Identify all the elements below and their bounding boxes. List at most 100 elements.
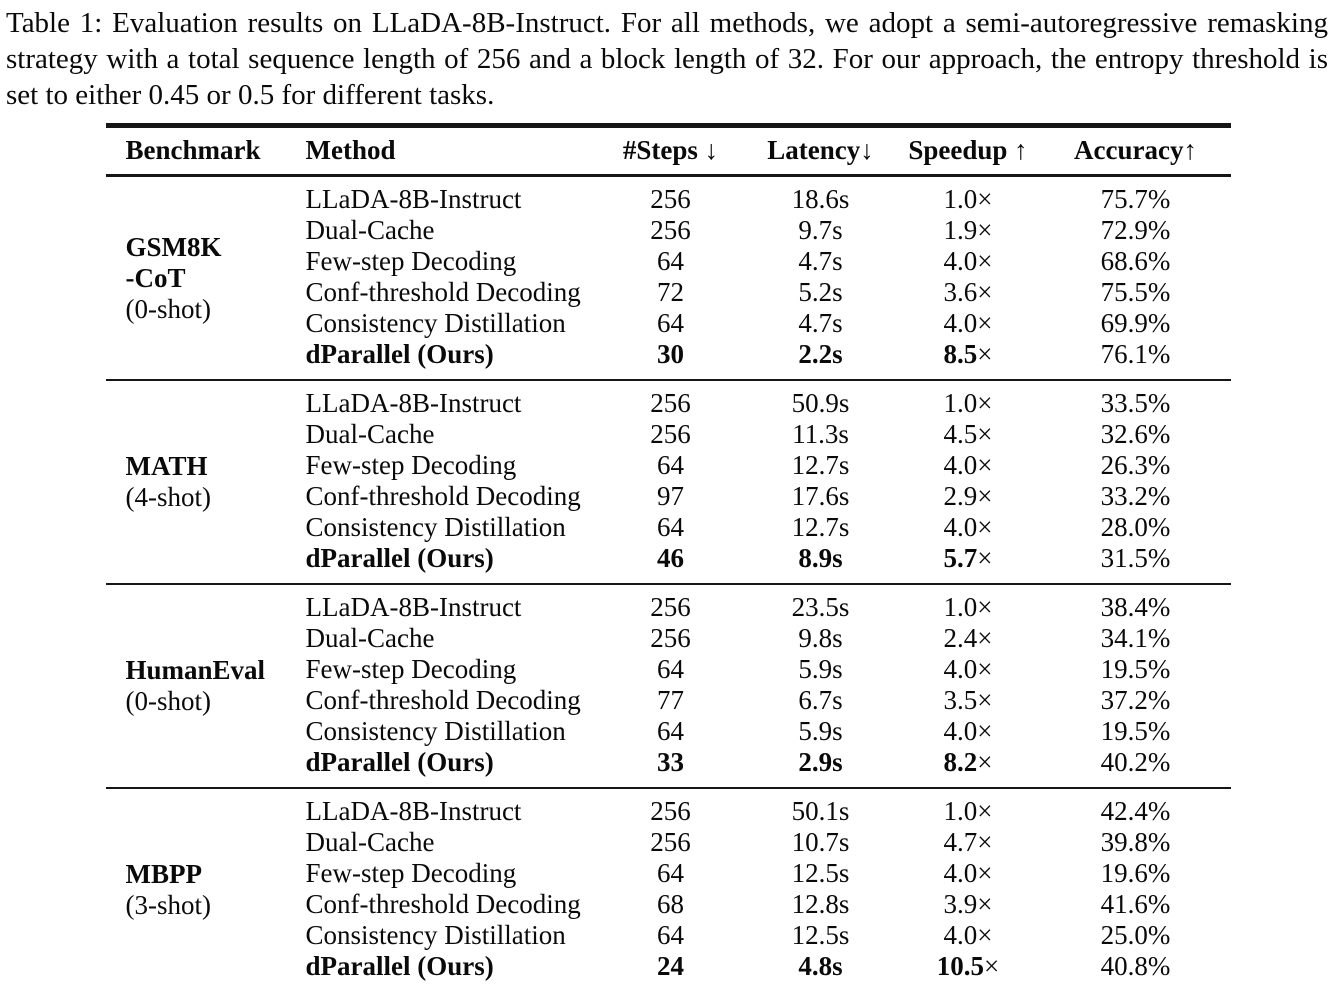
- speedup-cell: 3.6×: [896, 277, 1041, 308]
- times-sign: ×: [977, 184, 993, 214]
- speedup-cell: 4.0×: [896, 716, 1041, 747]
- table-row: Dual-Cache 256 9.7s 1.9× 72.9%: [106, 215, 1231, 246]
- latency-cell: 12.7s: [791, 450, 850, 480]
- header-row: Benchmark Method #Steps ↓ Latency↓ Speed…: [106, 126, 1231, 176]
- latency-cell: 4.8s: [798, 951, 843, 981]
- speedup-cell: 1.0×: [896, 380, 1041, 419]
- accuracy-cell: 26.3%: [1100, 450, 1171, 480]
- steps-cell: 64: [657, 308, 684, 338]
- up-arrow-icon: ↑: [1014, 135, 1028, 165]
- steps-cell: 64: [657, 716, 684, 746]
- method-cell: Few-step Decoding: [305, 246, 517, 276]
- latency-cell: 17.6s: [791, 481, 850, 511]
- speedup-cell: 10.5×: [896, 951, 1041, 984]
- benchmark-cell: GSM8K -CoT (0-shot): [106, 176, 286, 381]
- times-sign: ×: [984, 951, 1000, 981]
- benchmark-section-1: MATH (4-shot) LLaDA-8B-Instruct 256 50.9s 1.0…: [105, 380, 1231, 584]
- speedup-value: 3.6: [943, 277, 978, 307]
- table-row: Consistency Distillation 64 5.9s 4.0× 19.5%: [106, 716, 1231, 747]
- steps-cell: 64: [657, 450, 684, 480]
- method-cell: Conf-threshold Decoding: [305, 481, 581, 511]
- speedup-value: 1.0: [943, 388, 978, 418]
- speedup-value: 4.0: [943, 716, 978, 746]
- steps-cell: 24: [657, 951, 684, 981]
- times-sign: ×: [977, 889, 993, 919]
- latency-cell: 50.9s: [791, 388, 850, 418]
- speedup-cell: 4.0×: [896, 858, 1041, 889]
- col-header-steps: #Steps ↓: [596, 126, 746, 176]
- accuracy-cell: 33.2%: [1100, 481, 1171, 511]
- latency-cell: 10.7s: [791, 827, 850, 857]
- table-row: MBPP (3-shot) LLaDA-8B-Instruct 256 50.1s 1.0…: [106, 788, 1231, 920]
- speedup-cell: 4.5×: [896, 419, 1041, 450]
- table-row: GSM8K -CoT (0-shot) LLaDA-8B-Instruct 256 18.…: [106, 176, 1231, 324]
- benchmark-shot: (0-shot): [125, 293, 211, 324]
- speedup-cell: 1.0×: [896, 788, 1041, 827]
- speedup-value: 1.0: [943, 796, 978, 826]
- times-sign: ×: [977, 339, 993, 369]
- speedup-cell: 4.0×: [896, 512, 1041, 543]
- accuracy-cell: 75.7%: [1100, 184, 1171, 214]
- steps-cell: 30: [657, 339, 684, 369]
- steps-cell: 256: [650, 419, 691, 449]
- steps-cell: 77: [657, 685, 684, 715]
- benchmark-section-3: MBPP (3-shot) LLaDA-8B-Instruct 256 50.1s 1.0…: [106, 788, 1231, 984]
- speedup-value: 2.4: [943, 623, 978, 653]
- speedup-value: 4.5: [943, 419, 978, 449]
- latency-cell: 9.7s: [798, 215, 843, 245]
- latency-cell: 5.9s: [798, 716, 843, 746]
- accuracy-cell: 76.1%: [1100, 339, 1171, 369]
- col-header-latency-label: Latency: [767, 135, 861, 165]
- speedup-cell: 4.0×: [896, 654, 1041, 685]
- method-cell: LLaDA-8B-Instruct: [305, 388, 522, 418]
- latency-cell: 5.9s: [798, 654, 843, 684]
- down-arrow-icon: ↓: [704, 135, 719, 165]
- times-sign: ×: [977, 277, 993, 307]
- col-header-latency: Latency↓: [746, 126, 896, 176]
- col-header-speedup: Speedup ↑: [896, 126, 1041, 176]
- accuracy-cell: 19.6%: [1100, 858, 1171, 888]
- method-cell: Dual-Cache: [305, 419, 435, 449]
- method-cell: Consistency Distillation: [305, 512, 566, 542]
- speedup-cell: 5.7×: [896, 543, 1041, 584]
- times-sign: ×: [977, 685, 993, 715]
- accuracy-cell: 40.8%: [1100, 951, 1171, 981]
- method-cell: Consistency Distillation: [305, 308, 566, 338]
- method-cell: dParallel (Ours): [305, 747, 494, 777]
- steps-cell: 256: [650, 184, 691, 214]
- method-cell: Conf-threshold Decoding: [305, 685, 581, 715]
- speedup-cell: 1.9×: [896, 215, 1041, 246]
- speedup-cell: 2.9×: [896, 481, 1041, 512]
- table-row: Dual-Cache 256 10.7s 4.7× 39.8%: [106, 827, 1231, 858]
- method-cell: LLaDA-8B-Instruct: [305, 796, 522, 826]
- latency-cell: 50.1s: [791, 796, 850, 826]
- method-cell: Dual-Cache: [305, 215, 435, 245]
- accuracy-cell: 68.6%: [1100, 246, 1171, 276]
- table-row: Consistency Distillation 64 12.7s 4.0× 28.0%: [106, 512, 1231, 543]
- steps-cell: 64: [657, 246, 684, 276]
- method-cell: Dual-Cache: [305, 623, 435, 653]
- speedup-value: 4.7: [943, 827, 978, 857]
- col-header-method-label: Method: [305, 135, 396, 165]
- table-row: dParallel (Ours) 30 2.2s 8.5× 76.1%: [106, 339, 1231, 380]
- benchmark-name: MATH: [125, 451, 208, 481]
- times-sign: ×: [977, 419, 993, 449]
- accuracy-cell: 33.5%: [1100, 388, 1171, 418]
- speedup-cell: 4.0×: [896, 450, 1041, 481]
- speedup-value: 4.0: [943, 654, 978, 684]
- latency-cell: 11.3s: [792, 419, 849, 449]
- benchmark-name: GSM8K: [125, 231, 222, 262]
- benchmark-cell: MBPP (3-shot): [106, 788, 286, 984]
- benchmark-name: HumanEval: [125, 655, 266, 685]
- benchmark-name: MBPP: [125, 859, 202, 889]
- speedup-cell: 3.9×: [896, 889, 1041, 920]
- latency-cell: 5.2s: [798, 277, 843, 307]
- speedup-cell: 4.0×: [896, 308, 1041, 339]
- steps-cell: 72: [657, 277, 684, 307]
- table-row: dParallel (Ours) 33 2.9s 8.2× 40.2%: [106, 747, 1231, 788]
- steps-cell: 256: [650, 592, 691, 622]
- steps-cell: 33: [657, 747, 684, 777]
- speedup-cell: 8.5×: [896, 339, 1041, 380]
- accuracy-cell: 31.5%: [1100, 543, 1171, 573]
